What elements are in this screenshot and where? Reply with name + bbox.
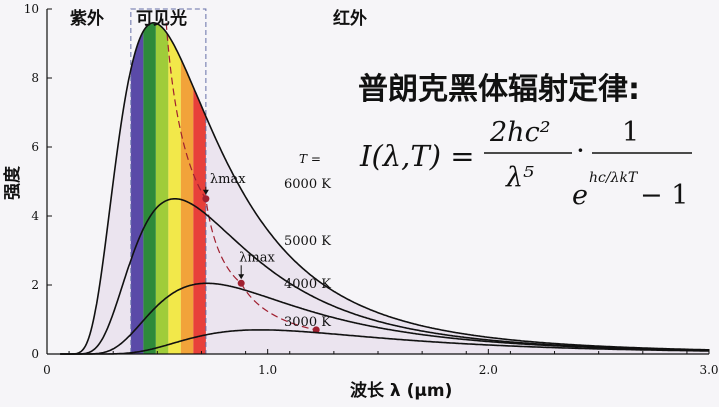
formula-exp-base: e [572, 180, 588, 211]
curves [60, 22, 709, 355]
series-label: 6000 K [284, 177, 331, 192]
lambda-max-arrowhead [238, 274, 245, 280]
peak-dot [312, 326, 320, 334]
formula-denominator-1: λ⁵ [505, 162, 534, 193]
curve-6000k [60, 22, 709, 355]
y-axis-label: 强度 [2, 165, 23, 200]
formula-exponent: hc/λkT [589, 170, 639, 186]
y-tick-label: 0 [31, 347, 39, 361]
spectrum-band [155, 22, 169, 354]
series-label: 5000 K [284, 234, 331, 249]
spectrum-band [143, 22, 156, 354]
formula-minus-one: − 1 [640, 180, 688, 211]
y-tick-label: 8 [31, 71, 39, 85]
formula-lhs: I(λ,T) = [359, 139, 475, 173]
peak-dot [237, 279, 245, 287]
ir-region-label: 红外 [333, 8, 367, 29]
planck-formula: I(λ,T) = 2hc² λ⁵ · 1 e hc/λkT − 1 [359, 117, 692, 211]
area-under-6000k [60, 22, 709, 355]
spectrum-band [130, 22, 144, 354]
temperature-header: T = [299, 152, 321, 166]
chart-title: 普朗克黑体辐射定律: [358, 72, 640, 107]
spectrum-band [180, 22, 194, 354]
lambda-max-text: λmax [239, 250, 275, 265]
curve-3000k [60, 329, 709, 355]
x-tick-label: 3.0 [699, 363, 718, 377]
lambda-max-text: λmax [210, 172, 246, 187]
formula-dot: · [576, 134, 585, 167]
uv-region-label: 紫外 [70, 8, 104, 29]
curve-4000k [60, 282, 709, 355]
formula-numerator-2: 1 [622, 117, 639, 148]
formula-numerator-1: 2hc² [489, 117, 551, 148]
visible-spectrum-bands [130, 22, 206, 354]
x-tick-label: 2.0 [479, 363, 498, 377]
lambda-max-label: λmax [238, 250, 276, 280]
peak-dots [202, 195, 320, 334]
lambda-max-arrowhead [202, 189, 209, 195]
wien-peak-locus [165, 22, 317, 331]
x-axis-label: 波长 λ (μm) [350, 380, 452, 401]
y-tick-label: 6 [31, 140, 39, 154]
spectrum-band [168, 22, 181, 354]
x-tick-label: 1.0 [258, 363, 277, 377]
spectrum-band [193, 22, 206, 354]
y-tick-label: 2 [31, 278, 39, 292]
y-tick-label: 4 [31, 209, 39, 223]
y-tick-label: 10 [24, 2, 39, 16]
series-label: 3000 K [284, 315, 331, 330]
peak-dot [202, 195, 210, 203]
axes: 0 1.0 2.0 3.0 0 2 4 6 8 10 [24, 2, 719, 377]
x-tick-label: 0 [43, 363, 51, 377]
